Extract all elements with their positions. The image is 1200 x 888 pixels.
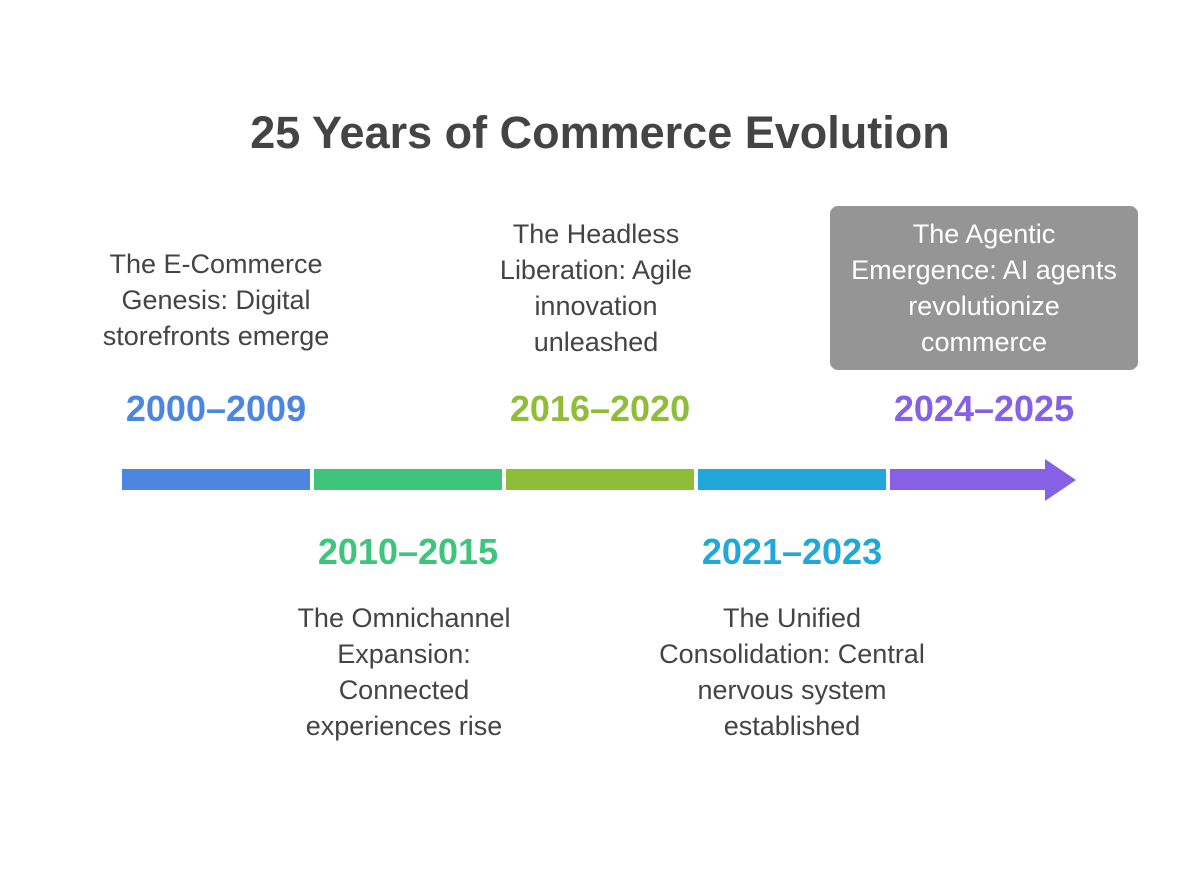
timeline-segment-2000-2009 [122,469,310,490]
era-4-years: 2021–2023 [701,531,883,572]
page-title: 25 Years of Commerce Evolution [250,107,950,158]
timeline-segment-2010-2015 [314,469,502,490]
era-5-years: 2024–2025 [893,388,1075,429]
era-5-description-highlighted: The Agentic Emergence: AI agents revolut… [830,206,1138,370]
timeline-segment-2021-2023 [698,469,886,490]
era-2-description: The Omnichannel Expansion: Connected exp… [297,603,511,741]
era-1-description: The E-Commerce Genesis: Digital storefro… [102,249,330,351]
era-4-description: The Unified Consolidation: Central nervo… [659,603,925,741]
timeline-segment-2024-2025 [890,469,1050,490]
timeline-segment-2016-2020 [506,469,694,490]
era-1-years: 2000–2009 [125,388,307,429]
era-2-years: 2010–2015 [317,531,499,572]
era-3-description: The Headless Liberation: Agile innovatio… [499,219,693,357]
arrow-head-icon [1045,459,1076,501]
era-3-years: 2016–2020 [509,388,691,429]
